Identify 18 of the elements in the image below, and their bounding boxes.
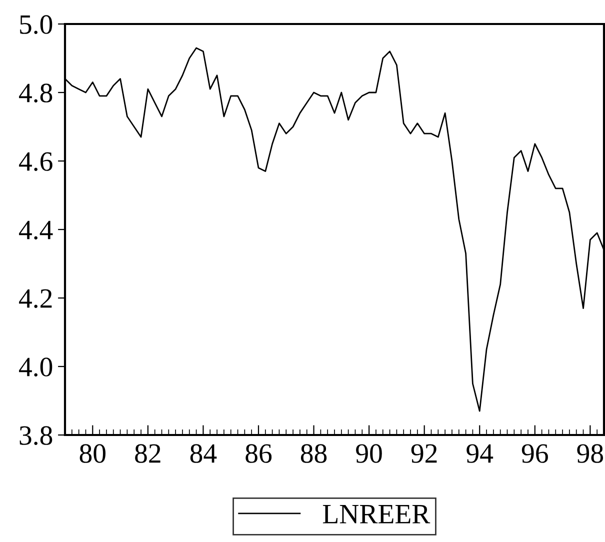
y-tick-label: 3.8 bbox=[20, 426, 52, 446]
x-tick-label: 90 bbox=[356, 444, 382, 463]
y-tick-label: 4.4 bbox=[19, 220, 53, 240]
legend-label: LNREER bbox=[322, 505, 430, 524]
y-tick-label: 4.0 bbox=[19, 358, 52, 377]
x-tick-label: 94 bbox=[466, 444, 494, 463]
x-tick-label: 98 bbox=[577, 444, 604, 463]
x-tick-label: 84 bbox=[190, 444, 217, 463]
x-tick-label: 92 bbox=[411, 444, 437, 463]
y-tick-label: 5.0 bbox=[20, 15, 52, 34]
y-tick-label: 4.8 bbox=[19, 84, 52, 103]
x-tick-label: 96 bbox=[522, 444, 548, 463]
x-tick-label: 80 bbox=[80, 444, 106, 463]
x-tick-label: 82 bbox=[135, 444, 160, 463]
y-tick-label: 4.6 bbox=[19, 152, 52, 172]
x-tick-label: 86 bbox=[246, 444, 272, 463]
x-tick-label: 88 bbox=[300, 444, 327, 463]
y-tick-label: 4.2 bbox=[19, 289, 52, 308]
